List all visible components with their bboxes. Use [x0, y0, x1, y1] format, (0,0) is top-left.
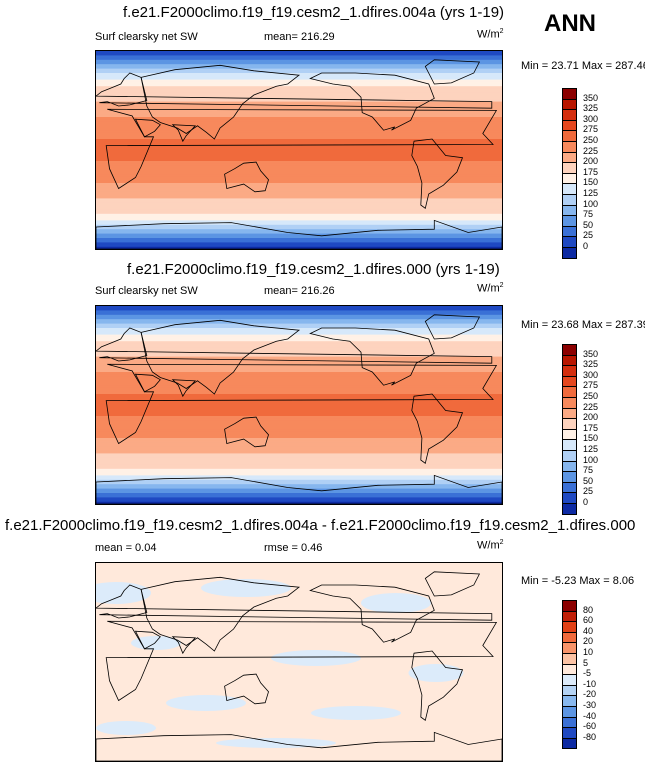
panel-3-units-label: W/m2 — [477, 539, 504, 552]
colorbar-tick-label: 60 — [583, 615, 594, 626]
colorbar-tick-label: -40 — [583, 710, 597, 721]
colorbar-tick-label: 50 — [583, 475, 594, 486]
colorbar-tick-label: 20 — [583, 636, 594, 647]
colorbar-tick-label: 275 — [583, 124, 599, 135]
colorbar-tick-label: 250 — [583, 135, 599, 145]
panel-3-mean-label: mean = 0.04 — [95, 542, 157, 554]
colorbar-tick-label: -60 — [583, 721, 597, 732]
colorbar-box — [562, 502, 577, 515]
panel-1-variable-label: Surf clearsky net SW — [95, 31, 198, 43]
panel-3-rmse-label: rmse = 0.46 — [264, 542, 323, 554]
colorbar-tick-label: 300 — [583, 113, 599, 124]
colorbar-tick-label: 175 — [583, 422, 599, 433]
colorbar-tick-label: 125 — [583, 444, 599, 454]
colorbar-tick-label: 5 — [583, 657, 589, 668]
colorbar-tick-label: 0 — [583, 241, 589, 251]
colorbar-tick-label: 10 — [583, 647, 594, 657]
panel-2-colorbar — [562, 344, 577, 515]
panel-2-units-label: W/m2 — [477, 282, 504, 295]
panel-1-units-label: W/m2 — [477, 28, 504, 41]
panel-1-minmax-label: Min = 23.71 Max = 287.46 — [521, 60, 645, 72]
panel-3-title: f.e21.F2000climo.f19_f19.cesm2_1.dfires.… — [5, 517, 636, 534]
colorbar-tick-label: 350 — [583, 92, 599, 103]
colorbar-tick-label: 225 — [583, 145, 599, 156]
colorbar-tick-label: 175 — [583, 166, 599, 177]
panel-1-map — [95, 50, 503, 250]
panel-1-title: f.e21.F2000climo.f19_f19.cesm2_1.dfires.… — [123, 4, 505, 21]
colorbar-tick-label: 25 — [583, 486, 594, 497]
panel-3-colorbar — [562, 600, 577, 750]
colorbar-tick-label: 350 — [583, 348, 599, 359]
colorbar-tick-label: 75 — [583, 209, 594, 220]
panel-3-minmax-label: Min = -5.23 Max = 8.06 — [521, 575, 635, 587]
colorbar-tick-label: 250 — [583, 391, 599, 401]
colorbar-tick-label: 40 — [583, 625, 594, 636]
colorbar-tick-label: 300 — [583, 369, 599, 380]
colorbar-tick-label: 150 — [583, 433, 599, 444]
season-label: ANN — [544, 10, 596, 37]
colorbar-tick-label: 100 — [583, 454, 599, 465]
colorbar-box — [562, 737, 577, 750]
colorbar-tick-label: -80 — [583, 731, 597, 742]
panel-2-mean-label: mean= 216.26 — [264, 285, 335, 297]
panel-3-map — [95, 562, 503, 762]
colorbar-tick-label: 275 — [583, 380, 599, 391]
colorbar-tick-label: 200 — [583, 412, 599, 423]
colorbar-tick-label: 25 — [583, 230, 594, 241]
map-field — [96, 306, 502, 504]
colorbar-tick-label: 125 — [583, 188, 599, 198]
panel-2-title: f.e21.F2000climo.f19_f19.cesm2_1.dfires.… — [127, 261, 500, 278]
panel-1-mean-label: mean= 216.29 — [264, 31, 335, 43]
colorbar-tick-label: 100 — [583, 198, 599, 209]
colorbar-tick-label: 200 — [583, 156, 599, 167]
colorbar-tick-label: -30 — [583, 700, 597, 710]
map-field — [96, 51, 502, 249]
colorbar-tick-label: 80 — [583, 604, 594, 615]
colorbar-tick-label: -20 — [583, 689, 597, 700]
colorbar-tick-label: 50 — [583, 219, 594, 230]
panel-2-variable-label: Surf clearsky net SW — [95, 285, 198, 297]
colorbar-tick-label: 75 — [583, 465, 594, 476]
panel-2-minmax-label: Min = 23.68 Max = 287.39 — [521, 319, 645, 331]
panel-2-map — [95, 305, 503, 505]
map-field — [96, 563, 502, 761]
panel-1-colorbar — [562, 88, 577, 259]
colorbar-tick-label: 325 — [583, 103, 599, 114]
colorbar-tick-label: 325 — [583, 359, 599, 370]
colorbar-tick-label: -5 — [583, 668, 592, 679]
colorbar-tick-label: -10 — [583, 678, 597, 689]
colorbar-tick-label: 0 — [583, 497, 589, 507]
colorbar-tick-label: 225 — [583, 401, 599, 412]
colorbar-tick-label: 150 — [583, 177, 599, 188]
colorbar-box — [562, 246, 577, 259]
